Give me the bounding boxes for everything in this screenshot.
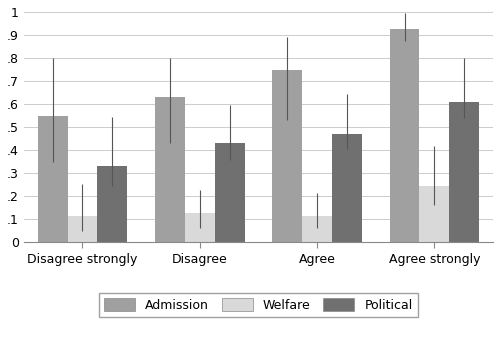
Bar (332, 134, 362, 242)
Bar (390, 29, 420, 242)
Legend: Admission, Welfare, Political: Admission, Welfare, Political (99, 293, 418, 317)
Bar (98, 166, 128, 242)
Bar (68, 216, 98, 242)
Bar (302, 216, 332, 242)
Bar (155, 97, 185, 242)
Bar (185, 213, 214, 242)
Bar (38, 116, 68, 242)
Bar (272, 70, 302, 242)
Bar (214, 143, 244, 242)
Bar (420, 186, 450, 242)
Bar (450, 102, 479, 242)
